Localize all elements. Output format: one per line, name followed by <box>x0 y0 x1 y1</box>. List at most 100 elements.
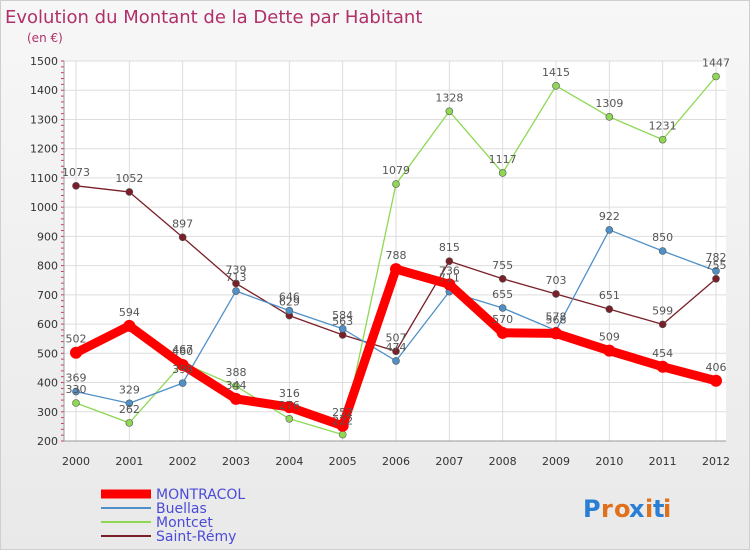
data-point <box>285 414 294 423</box>
legend-label: Montcet <box>156 515 213 531</box>
plot-area: 200 300 400 500 600 700 800 900 1000 1100 1200 1300… <box>30 55 730 468</box>
data-point <box>552 290 560 298</box>
data-label: 703 <box>546 274 567 287</box>
data-point <box>285 306 294 315</box>
data-point <box>283 401 296 414</box>
data-label: 1073 <box>62 166 90 179</box>
data-point <box>232 287 240 295</box>
data-point <box>392 357 400 365</box>
x-tick-label: 2012 <box>702 455 730 468</box>
y-tick-label: 800 <box>37 260 58 273</box>
data-point <box>605 113 614 121</box>
x-tick-label: 2002 <box>169 455 197 468</box>
logo-letter: P <box>583 495 601 523</box>
data-point <box>230 392 242 405</box>
data-point <box>656 360 669 373</box>
data-point <box>498 304 507 312</box>
data-point <box>123 319 136 332</box>
data-point <box>232 279 240 288</box>
data-point <box>498 169 507 177</box>
data-label: 344 <box>226 379 247 392</box>
data-point <box>72 399 80 407</box>
data-point <box>712 274 720 283</box>
data-label: 316 <box>279 387 300 400</box>
data-label: 755 <box>492 259 513 272</box>
y-tick-label: 400 <box>37 377 58 390</box>
data-point <box>125 188 134 196</box>
data-point <box>392 347 400 356</box>
data-point <box>550 327 562 340</box>
data-point <box>232 382 240 390</box>
data-point <box>178 379 187 387</box>
data-point <box>658 320 667 329</box>
data-label: 711 <box>439 272 460 285</box>
data-label: 460 <box>172 345 193 358</box>
y-tick-label: 700 <box>37 289 58 302</box>
data-point <box>658 247 667 255</box>
logo-letter: r <box>601 495 613 523</box>
data-label: 646 <box>279 291 300 304</box>
logo-letter: x <box>629 495 645 523</box>
y-tick-label: 1100 <box>30 172 58 185</box>
data-label: 454 <box>652 347 673 360</box>
logo-letter: o <box>614 495 631 523</box>
data-point <box>710 374 722 387</box>
x-tick-label: 2005 <box>329 455 357 468</box>
data-point <box>496 326 509 339</box>
legend-label: MONTRACOL <box>156 487 245 503</box>
data-label: 739 <box>226 263 247 276</box>
x-tick-label: 2010 <box>595 455 623 468</box>
data-label: 388 <box>226 366 247 379</box>
data-label: 1447 <box>702 56 730 69</box>
data-label: 782 <box>706 251 727 264</box>
x-tick-label: 2009 <box>542 455 570 468</box>
y-tick-label: 1000 <box>30 201 58 214</box>
x-tick-label: 2001 <box>115 455 143 468</box>
data-label: 1415 <box>542 66 570 79</box>
data-label: 507 <box>386 331 407 344</box>
data-label: 815 <box>439 241 460 254</box>
data-point <box>125 419 134 427</box>
data-label: 736 <box>439 264 460 277</box>
data-label: 655 <box>492 288 513 301</box>
data-label: 563 <box>332 315 353 328</box>
data-point <box>125 399 134 408</box>
data-label: 629 <box>279 296 300 309</box>
y-tick-label: 200 <box>37 435 58 448</box>
x-tick-label: 2011 <box>649 455 677 468</box>
y-tick-label: 300 <box>37 406 58 419</box>
logo-letter: i <box>663 495 671 523</box>
data-label: 474 <box>386 341 407 354</box>
data-label: 850 <box>652 231 673 244</box>
y-tick-label: 1200 <box>30 143 58 156</box>
data-label: 509 <box>599 331 620 344</box>
data-point <box>70 346 82 359</box>
data-point <box>445 107 454 116</box>
data-point <box>72 387 80 396</box>
data-label: 651 <box>599 289 620 302</box>
data-label: 568 <box>546 313 567 326</box>
data-label: 713 <box>226 271 247 284</box>
y-tick-label: 900 <box>37 230 58 243</box>
data-label: 1309 <box>595 97 623 110</box>
y-tick-label: 1400 <box>30 84 58 97</box>
data-label: 502 <box>66 333 87 346</box>
data-point <box>605 305 614 313</box>
data-point <box>552 82 560 90</box>
legend-label: Buellas <box>156 501 207 517</box>
data-label: 406 <box>706 361 727 374</box>
data-label: 755 <box>706 259 727 272</box>
data-point <box>498 274 507 283</box>
data-label: 1231 <box>649 120 677 133</box>
data-label: 330 <box>66 383 87 396</box>
data-point <box>712 72 720 81</box>
data-label: 788 <box>386 249 407 262</box>
data-label: 578 <box>546 311 567 324</box>
logo-letter: t <box>653 495 664 523</box>
data-label: 369 <box>66 372 87 385</box>
x-tick-label: 2007 <box>435 455 463 468</box>
data-label: 1052 <box>115 172 143 185</box>
data-label: 599 <box>652 304 673 317</box>
